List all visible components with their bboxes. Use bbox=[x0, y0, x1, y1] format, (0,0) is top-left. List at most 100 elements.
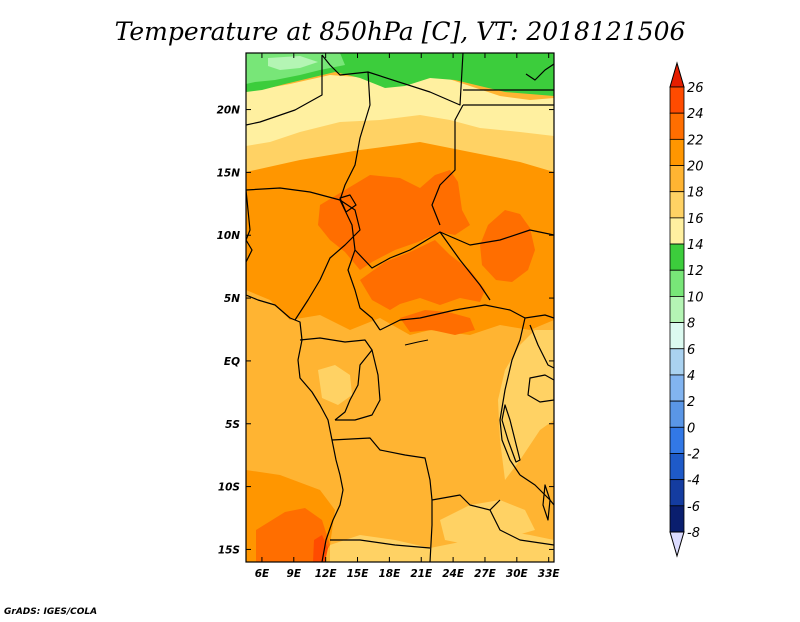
lon-label: 27E bbox=[474, 568, 497, 580]
zone-16-18-zambia bbox=[440, 500, 535, 545]
lon-label: 18E bbox=[378, 568, 401, 580]
lon-label: 12E bbox=[315, 568, 338, 580]
lat-label: 10S bbox=[218, 482, 240, 494]
colorbar-label: 10 bbox=[687, 290, 704, 305]
colorbar-swatch bbox=[669, 322, 685, 350]
border-cameroon-car bbox=[347, 249, 381, 331]
temperature-map bbox=[246, 53, 554, 562]
zone-22-24-car bbox=[360, 240, 485, 310]
border-chad-car bbox=[339, 199, 491, 301]
zone-22-24-angola-coast bbox=[256, 508, 330, 562]
lat-label: EQ bbox=[224, 356, 240, 368]
border-nigeria bbox=[246, 187, 361, 321]
zone-14-16-north bbox=[246, 75, 554, 146]
colorbar-swatch bbox=[669, 453, 685, 481]
lon-label: 9E bbox=[287, 568, 302, 580]
colorbar-label: 8 bbox=[687, 317, 695, 332]
lon-label: 30E bbox=[506, 568, 529, 580]
colorbar-swatch bbox=[669, 243, 685, 271]
river-congo bbox=[404, 339, 429, 346]
lat-label: 15S bbox=[218, 544, 240, 556]
coastline-west bbox=[246, 189, 344, 562]
colorbar-swatch bbox=[669, 400, 685, 428]
zone-16-18-east bbox=[498, 330, 554, 480]
colorbar-swatch bbox=[669, 86, 685, 114]
zone-16-18-gabon bbox=[318, 365, 352, 405]
colorbar-label: 14 bbox=[687, 238, 704, 253]
zone-22-24-drc-north bbox=[400, 310, 475, 335]
colorbar-label: -6 bbox=[687, 500, 700, 515]
borders bbox=[246, 53, 554, 562]
lat-label: 5N bbox=[224, 293, 240, 305]
colorbar-swatch bbox=[669, 426, 685, 454]
zone-24-26-spot bbox=[313, 535, 328, 562]
border-angola-zambia bbox=[429, 500, 433, 562]
colorbar-swatch bbox=[669, 348, 685, 376]
lake-tanganyika bbox=[501, 404, 521, 463]
border-tanzania bbox=[519, 474, 554, 506]
colorbar-label: 22 bbox=[687, 133, 704, 148]
lat-label: 20N bbox=[217, 105, 241, 117]
grads-credit: GrADS: IGES/COLA bbox=[4, 607, 97, 617]
border-mediterranean bbox=[525, 63, 554, 81]
colorbar-label: -8 bbox=[687, 526, 700, 541]
border-uganda-kenya bbox=[529, 324, 554, 369]
lake-chad bbox=[339, 194, 357, 213]
longitude-axis: 6E 9E 12E 15E 18E 21E 24E 27E 30E 33E bbox=[255, 53, 561, 580]
lon-label: 6E bbox=[255, 568, 270, 580]
colorbar-label: 2 bbox=[687, 395, 695, 410]
lat-label: 10N bbox=[217, 230, 241, 242]
colorbar-label: -2 bbox=[687, 447, 700, 462]
latitude-axis: 20N 15N 10N 5N EQ 5S 10S 15S bbox=[217, 105, 554, 556]
colorbar-label: 12 bbox=[687, 264, 704, 279]
lon-label: 24E bbox=[442, 568, 465, 580]
colorbar-over-triangle bbox=[669, 61, 685, 88]
lake-malawi bbox=[542, 484, 551, 521]
colorbar-swatch bbox=[669, 112, 685, 140]
colorbar-label: 18 bbox=[687, 186, 704, 201]
colorbar-label: -4 bbox=[687, 474, 700, 489]
colorbar-label: 4 bbox=[687, 369, 695, 384]
colorbar-label: 24 bbox=[687, 107, 704, 122]
colorbar-swatch bbox=[669, 505, 685, 533]
colorbar-swatch bbox=[669, 479, 685, 507]
lake-victoria bbox=[527, 374, 554, 403]
border-namibia bbox=[330, 539, 431, 549]
colorbar-under-triangle bbox=[669, 531, 685, 558]
zone-8-10-north bbox=[268, 56, 318, 70]
border-congo-drc bbox=[335, 349, 381, 421]
border-chad-sudan bbox=[431, 104, 464, 226]
colorbar-swatch bbox=[669, 165, 685, 193]
colorbar-label: 16 bbox=[687, 212, 704, 227]
border-sudan-southsudan bbox=[439, 229, 554, 246]
border-niger-chad bbox=[339, 71, 371, 201]
border-zambia-south bbox=[489, 509, 554, 546]
border-congo-gabon bbox=[299, 337, 373, 421]
lon-label: 21E bbox=[410, 568, 433, 580]
colorbar-label: 6 bbox=[687, 343, 695, 358]
colorbar-swatch bbox=[669, 269, 685, 297]
colorbar-label: 20 bbox=[687, 160, 704, 175]
lon-label: 15E bbox=[347, 568, 370, 580]
zone-22-24-sudan bbox=[480, 210, 535, 282]
colorbar-swatch bbox=[669, 191, 685, 219]
colorbar-label: 0 bbox=[687, 421, 695, 436]
colorbar-swatch bbox=[669, 374, 685, 402]
colorbar-swatch bbox=[669, 138, 685, 166]
border-mali-niger bbox=[246, 55, 323, 126]
lat-label: 15N bbox=[217, 167, 241, 179]
map-frame bbox=[245, 52, 555, 563]
lon-label: 33E bbox=[538, 568, 561, 580]
colorbar-swatch bbox=[669, 296, 685, 323]
border-drc-angola bbox=[331, 437, 501, 511]
colorbar-swatch bbox=[669, 217, 685, 245]
zone-22-24-chad bbox=[318, 170, 470, 270]
border-car-drc bbox=[379, 304, 554, 331]
lat-label: 5S bbox=[225, 419, 240, 431]
map-title: Temperature at 850hPa [C], VT: 201812150… bbox=[115, 17, 686, 46]
colorbar-label: 26 bbox=[687, 81, 704, 96]
border-drc-east bbox=[499, 317, 526, 476]
